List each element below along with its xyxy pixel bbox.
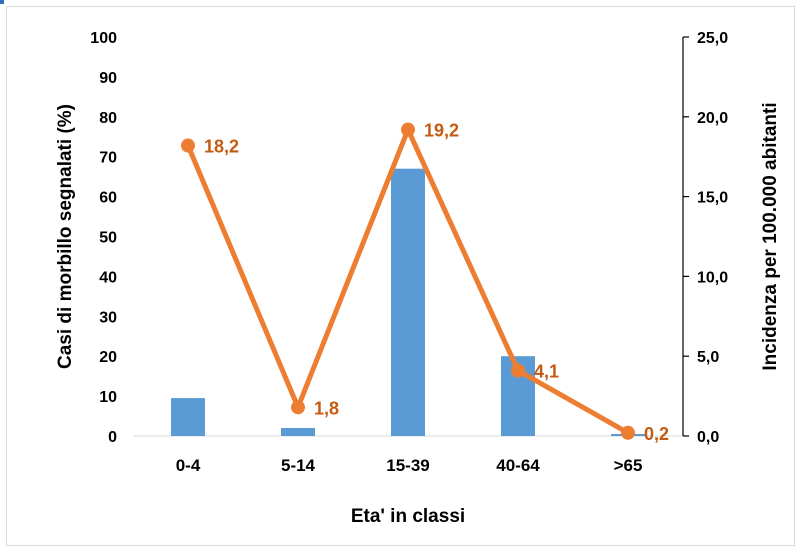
left-y-tick-label: 10	[99, 389, 117, 406]
left-y-tick-label: 50	[99, 230, 117, 247]
right-y-tick-label: 0,0	[697, 429, 719, 446]
right-y-axis-title: Incidenza per 100.000 abitanti	[760, 102, 781, 370]
bar-04	[171, 398, 205, 436]
left-y-tick-label: 20	[99, 349, 117, 366]
incidence-data-label: 18,2	[204, 137, 239, 157]
left-y-tick-label: 30	[99, 309, 117, 326]
incidence-point	[621, 425, 635, 440]
left-y-axis-title: Casi di morbillo segnalati (%)	[55, 104, 76, 369]
right-y-tick-label: 20,0	[697, 110, 728, 127]
x-category-label: 40-64	[496, 456, 540, 475]
right-y-tick-label: 15,0	[697, 190, 728, 207]
incidence-point	[401, 122, 415, 137]
corner-marker	[0, 0, 4, 4]
incidence-data-label: 0,2	[644, 424, 669, 444]
x-category-label: 5-14	[281, 456, 316, 475]
x-category-label: >65	[614, 456, 643, 475]
x-category-label: 15-39	[386, 456, 429, 475]
incidence-point	[291, 400, 305, 415]
left-y-tick-label: 60	[99, 190, 117, 207]
left-y-tick-label: 80	[99, 110, 117, 127]
right-y-tick-label: 5,0	[697, 349, 719, 366]
right-y-tick-label: 10,0	[697, 269, 728, 286]
incidence-point	[181, 138, 195, 153]
bar-514	[281, 428, 315, 436]
incidence-data-label: 19,2	[424, 121, 459, 141]
left-y-tick-label: 100	[90, 30, 117, 47]
left-y-tick-label: 40	[99, 269, 117, 286]
x-axis-title: Eta' in classi	[351, 506, 465, 527]
incidence-data-label: 1,8	[314, 398, 339, 418]
bar-1539	[391, 168, 425, 437]
right-y-tick-label: 25,0	[697, 30, 728, 47]
x-category-label: 0-4	[176, 456, 201, 475]
left-y-tick-label: 90	[99, 70, 117, 87]
incidence-data-label: 4,1	[534, 362, 559, 382]
left-y-tick-label: 0	[108, 429, 117, 446]
left-y-tick-label: 70	[99, 150, 117, 167]
incidence-point	[511, 363, 525, 378]
